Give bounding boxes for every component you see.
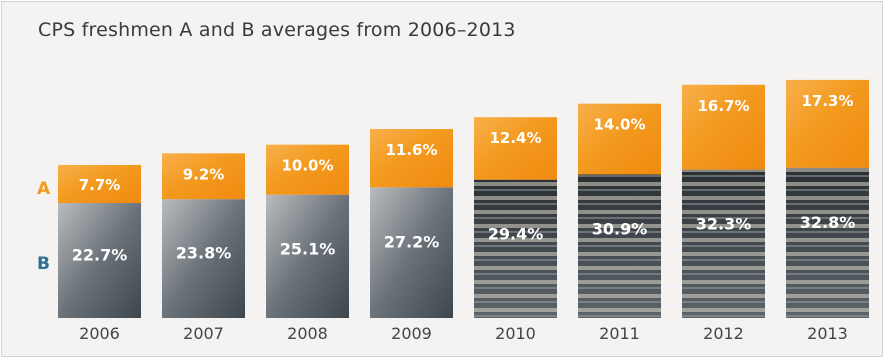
label-a-2012: 16.7% xyxy=(697,97,749,115)
label-a-2007: 9.2% xyxy=(183,165,225,183)
label-b-2010: 29.4% xyxy=(488,225,544,244)
label-a-2013: 17.3% xyxy=(801,92,853,110)
label-b-2007: 23.8% xyxy=(176,244,232,263)
bar-a-2008 xyxy=(266,144,349,195)
x-tick-2008: 2008 xyxy=(287,324,328,343)
bar-group-2011: 14.0% 30.9% 2011 xyxy=(578,103,661,343)
bar-a-2007 xyxy=(162,153,245,200)
bar-b-2007 xyxy=(162,199,245,318)
bar-group-2009: 11.6% 27.2% 2009 xyxy=(370,129,453,343)
bar-a-2010 xyxy=(474,117,557,180)
x-tick-2011: 2011 xyxy=(599,324,640,343)
row-label-a: A xyxy=(37,179,51,199)
label-b-2012: 32.3% xyxy=(696,215,752,234)
x-tick-2013: 2013 xyxy=(807,324,848,343)
label-b-2009: 27.2% xyxy=(384,232,440,251)
x-tick-2010: 2010 xyxy=(495,324,536,343)
bar-a-2011 xyxy=(578,103,661,175)
label-a-2008: 10.0% xyxy=(281,157,333,175)
label-a-2011: 14.0% xyxy=(593,116,645,134)
label-a-2010: 12.4% xyxy=(489,129,541,147)
x-tick-2007: 2007 xyxy=(183,324,224,343)
bar-group-2006: 7.7% 22.7% 2006 xyxy=(58,164,141,343)
bar-a-2012 xyxy=(682,84,765,170)
x-tick-2012: 2012 xyxy=(703,324,744,343)
x-tick-2006: 2006 xyxy=(79,324,120,343)
label-b-2008: 25.1% xyxy=(280,240,336,259)
bar-b-2009 xyxy=(370,187,453,318)
bar-group-2013: 17.3% 32.8% 2013 xyxy=(786,79,869,343)
label-a-2009: 11.6% xyxy=(385,141,437,159)
bar-b-texture-2011 xyxy=(578,174,661,318)
label-b-2011: 30.9% xyxy=(592,219,648,238)
row-label-b: B xyxy=(37,254,50,274)
label-b-2006: 22.7% xyxy=(72,246,128,265)
label-b-2013: 32.8% xyxy=(800,213,856,232)
x-tick-2009: 2009 xyxy=(391,324,432,343)
bar-b-2006 xyxy=(58,203,141,318)
bar-a-2013 xyxy=(786,79,869,168)
bar-a-2009 xyxy=(370,129,453,188)
bar-b-2008 xyxy=(266,194,349,318)
chart-title: CPS freshmen A and B averages from 2006–… xyxy=(38,19,516,41)
label-a-2006: 7.7% xyxy=(79,176,121,194)
bar-group-2007: 9.2% 23.8% 2007 xyxy=(162,153,245,343)
bar-a-2006 xyxy=(58,164,141,204)
bar-b-texture-2013 xyxy=(786,167,869,318)
bar-b-texture-2012 xyxy=(682,169,765,318)
bar-group-2012: 16.7% 32.3% 2012 xyxy=(682,84,765,343)
bar-group-2010: 12.4% 29.4% 2010 xyxy=(474,117,557,343)
bar-group-2008: 10.0% 25.1% 2008 xyxy=(266,144,349,343)
bar-b-texture-2010 xyxy=(474,179,557,318)
